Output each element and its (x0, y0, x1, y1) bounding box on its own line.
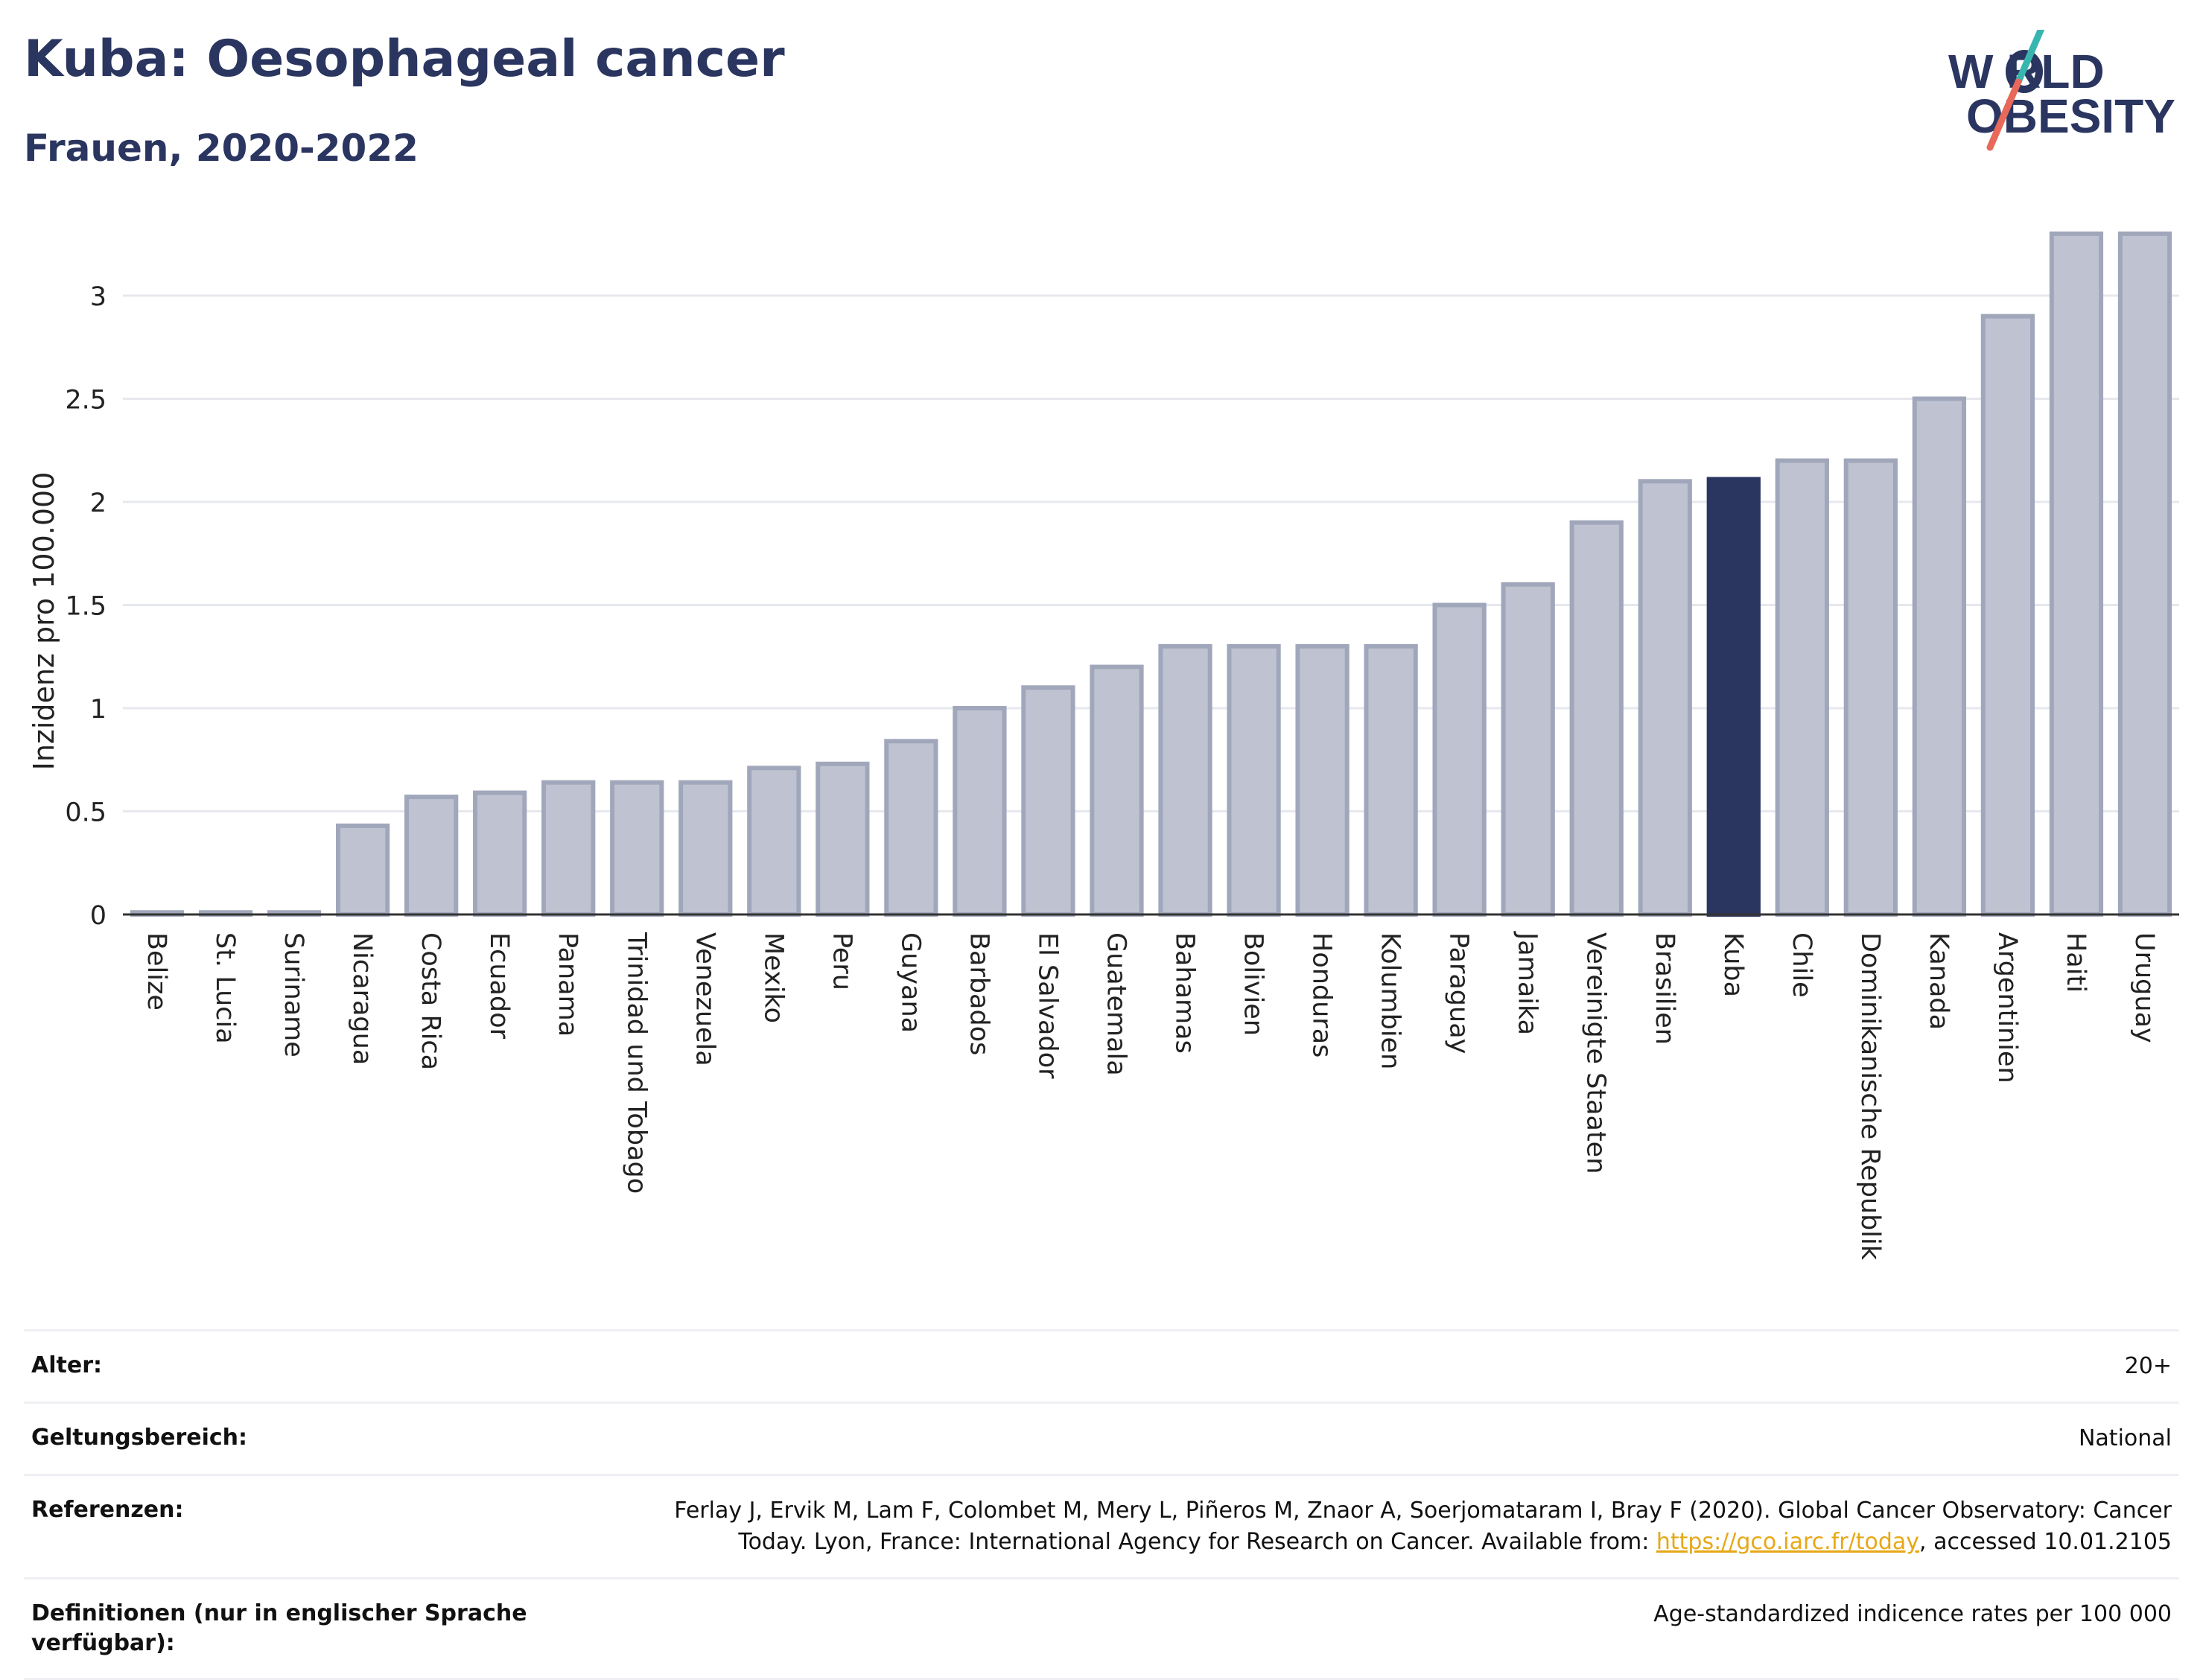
x-tick-label: Peru (827, 932, 856, 990)
bar-bahamas[interactable] (1158, 643, 1212, 917)
x-tick-label: El Salvador (1032, 932, 1062, 1079)
x-tick-label: St. Lucia (210, 932, 240, 1044)
scope-value: National (2078, 1425, 2172, 1451)
logo-slash-red (1986, 78, 2022, 151)
bar-kolumbien[interactable] (1364, 643, 1418, 917)
x-axis-ticks: Belize St. Lucia Suriname Nicaragua Costa Ri… (123, 913, 2179, 1261)
bar-paraguay[interactable] (1432, 602, 1487, 917)
info-row-definitions: Definitionen (nur in englischer Sprache … (24, 1577, 2179, 1680)
y-tick-label: 1.5 (65, 591, 107, 621)
x-tick-label: Chile (1787, 932, 1816, 998)
scope-label: Geltungsbereich: (31, 1425, 248, 1451)
bar-honduras[interactable] (1295, 643, 1350, 917)
bar-guatemala[interactable] (1090, 664, 1144, 917)
x-tick-label: Kolumbien (1376, 932, 1405, 1069)
x-tick-label: Jamaika (1513, 931, 1542, 1035)
y-axis-label: Inzidenz pro 100.000 (28, 472, 60, 771)
x-tick-label: Dominikanische Republik (1855, 932, 1885, 1261)
x-tick-label: Argentinien (1992, 932, 2022, 1084)
x-tick-label: Costa Rica (416, 932, 445, 1070)
bar-dominikanische-republik[interactable] (1843, 458, 1898, 917)
age-value: 20+ (2124, 1353, 2172, 1379)
logo-slash-teal (2015, 30, 2045, 86)
bar-nicaragua[interactable] (335, 823, 390, 917)
x-tick-label: Bahamas (1170, 932, 1200, 1054)
x-tick-label: Kanada (1924, 932, 1954, 1030)
bar-venezuela[interactable] (678, 780, 733, 917)
references-text-1: Ferlay J, Ervik M, Lam F, Colombet M, Me… (674, 1498, 2172, 1524)
grid-lines (123, 294, 2179, 812)
bar-costa-rica[interactable] (404, 795, 459, 917)
x-tick-label: Bolivien (1239, 932, 1268, 1036)
definitions-value: Age-standardized indicence rates per 100… (1653, 1601, 2172, 1627)
x-tick-label: Kuba (1718, 932, 1748, 997)
x-tick-label: Guyana (895, 932, 925, 1033)
bar-brasilien[interactable] (1638, 479, 1692, 917)
x-tick-label: Guatemala (1101, 932, 1131, 1076)
info-row-age: Alter: 20+ (24, 1329, 2179, 1401)
y-tick-label: 2 (90, 489, 107, 518)
bar-peru[interactable] (816, 761, 870, 917)
bar-mexiko[interactable] (747, 766, 801, 917)
bar-argentinien[interactable] (1980, 314, 2035, 917)
x-tick-label: Panama (553, 932, 582, 1037)
x-tick-label: Ecuador (484, 932, 514, 1040)
bar-haiti[interactable] (2049, 231, 2104, 917)
x-tick-label: Brasilien (1650, 932, 1679, 1045)
world-obesity-logo[interactable]: W RLD OBESITY (1936, 30, 2190, 164)
references-text-3: , accessed 10.01.2105 (1919, 1529, 2172, 1555)
bar-ecuador[interactable] (473, 790, 527, 917)
age-label: Alter: (31, 1352, 102, 1378)
bar-chile[interactable] (1775, 458, 1829, 917)
logo-o-ring (2006, 50, 2043, 93)
x-tick-label: Nicaragua (347, 932, 377, 1065)
bar-jamaika[interactable] (1501, 582, 1555, 917)
info-row-scope: Geltungsbereich: National (24, 1401, 2179, 1474)
x-tick-label: Suriname (279, 932, 308, 1057)
bar-kanada[interactable] (1912, 396, 1967, 917)
references-value: Ferlay J, Ervik M, Lam F, Colombet M, Me… (674, 1495, 2172, 1558)
y-tick-label: 3 (90, 282, 107, 312)
x-tick-label: Venezuela (690, 932, 719, 1066)
bars (130, 231, 2172, 917)
bar-trinidad-und-tobago[interactable] (610, 780, 664, 917)
bar-barbados[interactable] (953, 705, 1007, 917)
info-row-references: Referenzen: Ferlay J, Ervik M, Lam F, Co… (24, 1474, 2179, 1577)
x-tick-label: Barbados (964, 932, 994, 1055)
references-label: Referenzen: (31, 1497, 184, 1523)
y-tick-label: 0.5 (65, 798, 107, 827)
references-link[interactable]: https://gco.iarc.fr/today (1656, 1529, 1920, 1555)
x-tick-label: Paraguay (1444, 932, 1474, 1054)
page-subtitle: Frauen, 2020-2022 (24, 127, 419, 170)
info-table: Alter: 20+ Geltungsbereich: National Ref… (24, 1329, 2179, 1680)
x-tick-label: Trinidad und Tobago (621, 932, 651, 1194)
x-tick-label: Haiti (2061, 932, 2091, 993)
bar-panama[interactable] (541, 780, 596, 917)
page-title: Kuba: Oesophageal cancer (24, 30, 785, 89)
y-tick-label: 1 (90, 695, 107, 725)
x-tick-label: Mexiko (758, 932, 788, 1023)
x-tick-label: Honduras (1307, 932, 1337, 1057)
x-tick-label: Belize (142, 932, 171, 1011)
bar-el-salvador[interactable] (1021, 685, 1075, 917)
bar-chart: 0 0.5 1 1.5 2 2.5 3 Belize St. Lucia Suriname Nic… (28, 231, 2179, 1261)
bar-uruguay[interactable] (2117, 231, 2172, 917)
bar-kuba[interactable] (1706, 477, 1761, 917)
bar-bolivien[interactable] (1227, 643, 1281, 917)
bar-guyana[interactable] (884, 739, 938, 917)
x-tick-label: Uruguay (2129, 932, 2159, 1043)
x-tick-label: Vereinigte Staaten (1581, 932, 1611, 1174)
y-tick-label: 2.5 (65, 385, 107, 415)
references-text-2: Today. Lyon, France: International Agenc… (738, 1529, 1656, 1555)
y-tick-label: 0 (90, 901, 107, 931)
bar-vereinigte-staaten[interactable] (1569, 520, 1624, 917)
y-axis-ticks: 0 0.5 1 1.5 2 2.5 3 (65, 282, 107, 931)
definitions-label: Definitionen (nur in englischer Sprache … (31, 1600, 527, 1656)
